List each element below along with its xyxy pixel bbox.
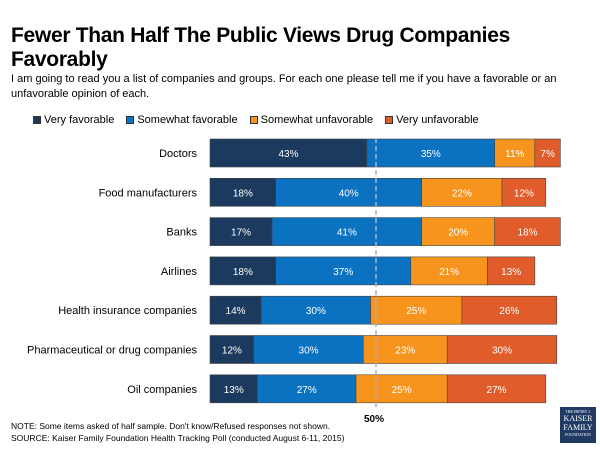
data-label: 7%: [540, 149, 555, 160]
data-label: 18%: [233, 267, 253, 278]
bar-segment: [501, 178, 547, 207]
data-label: 26%: [499, 306, 519, 317]
data-label: 12%: [514, 188, 534, 199]
bar-segment: [209, 256, 276, 286]
data-label: 18%: [233, 188, 253, 199]
data-label: 27%: [297, 385, 317, 396]
legend-label: Somewhat unfavorable: [260, 114, 374, 126]
logo-line: THE HENRY J.: [565, 409, 591, 414]
legend-item-somewhat-unfavorable: Somewhat unfavorable: [249, 114, 374, 126]
legend-label: Somewhat favorable: [137, 114, 238, 126]
bar-segment: [366, 138, 496, 168]
data-label: 40%: [339, 188, 359, 199]
category-label: Food manufacturers: [99, 187, 198, 199]
bar-segment: [275, 256, 412, 286]
reference-line-label: 50%: [364, 414, 385, 425]
legend-swatch: [385, 116, 394, 124]
legend-item-very-unfavorable: Very unfavorable: [385, 114, 479, 126]
bar-segment: [257, 374, 357, 404]
category-label: Oil companies: [127, 384, 197, 396]
legend-swatch: [33, 116, 41, 124]
bar-segment: [275, 178, 423, 207]
legend-label: Very unfavorable: [396, 114, 479, 126]
legend: Very favorable Somewhat favorable Somewh…: [33, 114, 479, 126]
data-label: 25%: [406, 306, 426, 317]
bar-segment: [355, 374, 448, 404]
category-label: Doctors: [159, 148, 197, 160]
source-text: SOURCE: Kaiser Family Foundation Health …: [11, 433, 345, 443]
legend-item-somewhat-favorable: Somewhat favorable: [126, 114, 238, 126]
bar-segment: [461, 295, 558, 325]
bar-segment: [494, 217, 561, 246]
data-label: 12%: [222, 346, 242, 357]
bar-segment: [209, 295, 262, 325]
data-label: 30%: [299, 346, 319, 357]
bar-segment: [421, 217, 496, 246]
category-label: Pharmaceutical or drug companies: [27, 345, 197, 357]
category-label: Health insurance companies: [58, 305, 197, 317]
data-label: 21%: [439, 267, 459, 278]
kff-logo: THE HENRY J. KAISER FAMILY FOUNDATION: [560, 407, 596, 443]
data-label: 41%: [337, 228, 357, 239]
bar-segment: [534, 138, 561, 168]
bar-segment: [260, 295, 371, 325]
legend-swatch: [249, 116, 258, 124]
bar-segment: [487, 256, 536, 286]
data-label: 27%: [487, 385, 507, 396]
data-label: 13%: [501, 267, 521, 278]
data-label: 17%: [231, 228, 251, 239]
bar-segment: [494, 138, 536, 168]
data-label: 30%: [306, 306, 326, 317]
data-label: 30%: [492, 346, 512, 357]
logo-line: FAMILY: [563, 423, 593, 432]
footnote: NOTE: Some items asked of half sample. D…: [11, 420, 344, 444]
data-label: 14%: [226, 306, 246, 317]
data-label: 13%: [224, 385, 244, 396]
data-label: 37%: [333, 267, 353, 278]
legend-label: Very favorable: [44, 114, 115, 126]
chart-subtitle: I am going to read you a list of compani…: [11, 73, 557, 100]
data-label: 43%: [278, 149, 298, 160]
chart-title: Fewer Than Half The Public Views Drug Co…: [11, 24, 510, 71]
bar-segment: [362, 335, 448, 364]
category-label: Banks: [166, 227, 197, 239]
data-label: 18%: [518, 228, 538, 239]
logo-line: FOUNDATION: [565, 432, 591, 437]
bar-segment: [446, 374, 547, 404]
bar-segment: [253, 335, 364, 364]
data-label: 20%: [448, 228, 468, 239]
data-label: 11%: [505, 149, 524, 160]
legend-item-very-favorable: Very favorable: [33, 114, 114, 126]
data-label: 23%: [395, 346, 415, 357]
bar-segment: [446, 335, 558, 364]
bar-segment: [271, 217, 422, 246]
note-text: NOTE: Some items asked of half sample. D…: [11, 421, 331, 431]
data-label: 22%: [452, 188, 472, 199]
bar-segment: [370, 295, 463, 325]
bar-segment: [209, 335, 255, 364]
legend-swatch: [126, 116, 135, 124]
data-label: 25%: [392, 385, 412, 396]
category-label: Airlines: [161, 266, 198, 278]
bar-segment: [209, 374, 258, 404]
data-label: 35%: [421, 149, 441, 160]
logo-line: KAISER: [563, 414, 593, 423]
bar-segment: [209, 217, 273, 246]
bar-segment: [209, 138, 368, 168]
